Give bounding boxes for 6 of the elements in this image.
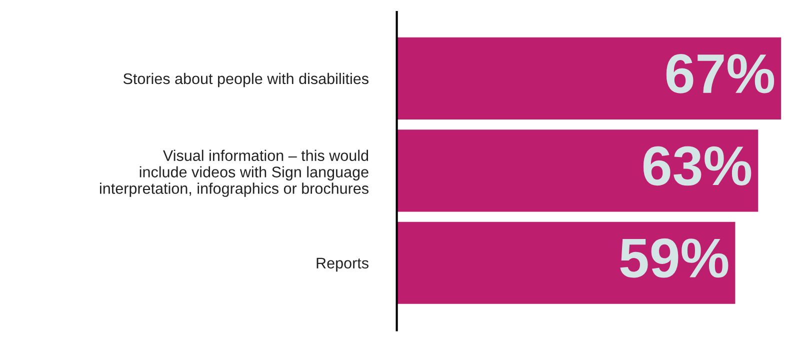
y-tick-label: Stories about people with disabilities xyxy=(123,72,368,88)
data-label: 63% xyxy=(643,146,752,186)
y-tick-label: Reports xyxy=(316,258,368,272)
data-label: 67% xyxy=(666,54,774,94)
y-tick-label: Visual information – this would include videos with Sign language interpretation, infographics or brochures xyxy=(100,150,368,197)
data-label: 59% xyxy=(620,238,728,278)
